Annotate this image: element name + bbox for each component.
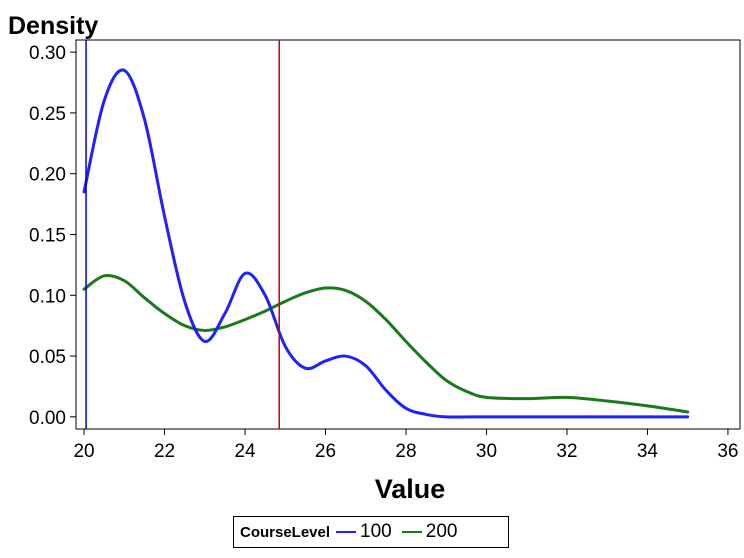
x-tick-label: 24	[234, 441, 256, 462]
legend: CourseLevel 100 200	[233, 516, 509, 548]
y-tick-label: 0.05	[29, 347, 66, 368]
x-axis-title: Value	[374, 474, 446, 504]
legend-swatch-100	[336, 531, 357, 533]
y-tick-label: 0.10	[29, 286, 66, 307]
x-tick-label: 34	[637, 441, 659, 462]
series-line-100	[82, 68, 690, 419]
x-tick-label: 22	[154, 441, 175, 462]
y-tick-label: 0.00	[29, 408, 66, 429]
x-tick-label: 36	[717, 441, 738, 462]
legend-label-200: 200	[425, 521, 458, 542]
x-tick-label: 30	[476, 441, 497, 462]
plot-frame	[75, 39, 741, 430]
y-tick-label: 0.30	[29, 43, 66, 64]
x-tick-label: 28	[395, 441, 416, 462]
y-axis-title: Density	[8, 12, 99, 40]
y-tick-label: 0.25	[29, 104, 66, 125]
y-tick-label: 0.15	[29, 226, 66, 247]
legend-label-100: 100	[360, 521, 392, 542]
x-tick-label: 32	[556, 441, 577, 462]
legend-title: CourseLevel	[240, 523, 331, 541]
x-tick-label: 26	[315, 441, 336, 462]
x-tick-label: 20	[73, 441, 94, 462]
series-line-200	[82, 273, 690, 414]
legend-swatch-200	[401, 531, 422, 533]
y-tick-label: 0.20	[29, 165, 66, 186]
density-chart: 0.00 0.05 0.10 0.15 0.20 0.25 0.30 20 22 24 26 28 30…	[29, 39, 741, 462]
